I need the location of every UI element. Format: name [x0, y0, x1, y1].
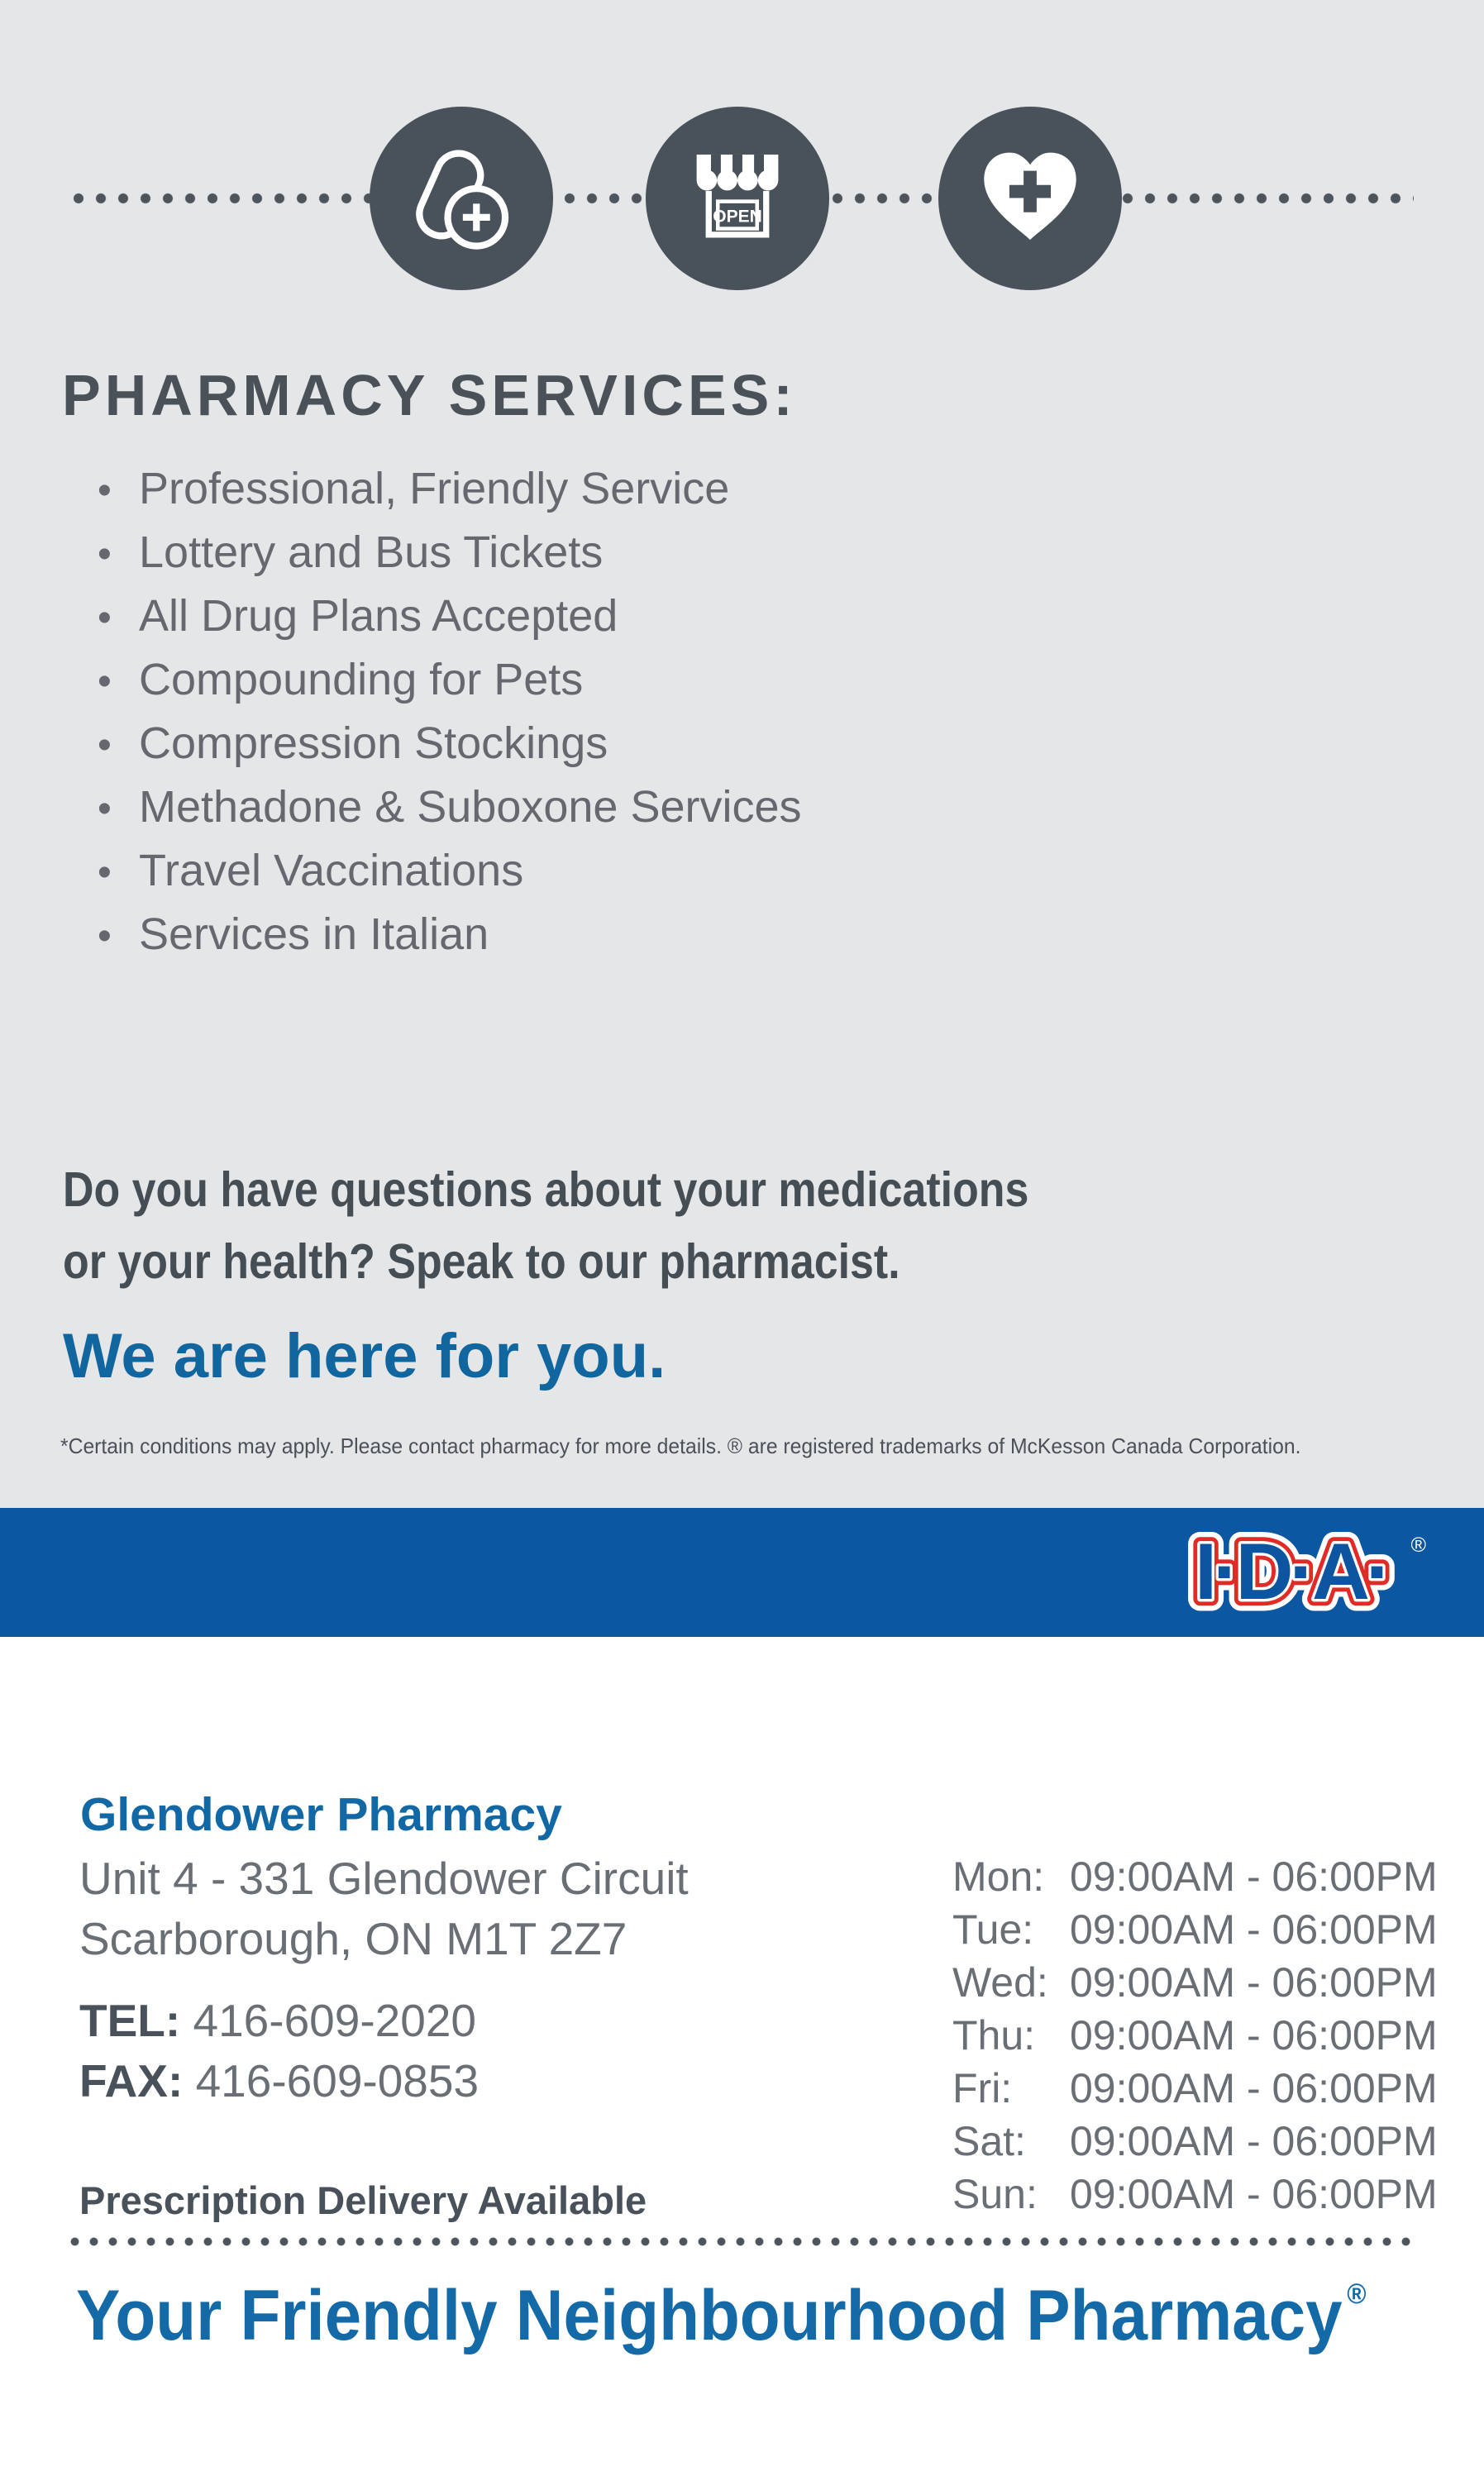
- service-item: Methadone & Suboxone Services: [98, 781, 802, 845]
- pills-icon-glyph: [416, 150, 509, 250]
- ida-logo-text: I·D·A·: [1195, 1526, 1388, 1616]
- legal-disclaimer: *Certain conditions may apply. Please co…: [60, 1434, 1301, 1458]
- dotted-divider-bottom: [70, 2237, 1414, 2246]
- tel-value: 416-609-2020: [193, 1995, 476, 2046]
- here-for-you-tagline: We are here for you.: [63, 1321, 666, 1391]
- ida-logo-text-outline-red: I·D·A·: [1195, 1526, 1388, 1616]
- question-line-1: Do you have questions about your medicat…: [63, 1162, 1029, 1217]
- fax-row: FAX: 416-609-0853: [79, 2051, 479, 2111]
- service-item: Compression Stockings: [98, 718, 802, 781]
- hours-row: Sat: 09:00AM - 06:00PM: [952, 2118, 1438, 2164]
- service-item: All Drug Plans Accepted: [98, 590, 802, 654]
- footer-tagline: Your Friendly Neighbourhood Pharmacy ®: [76, 2275, 1367, 2357]
- delivery-note: Prescription Delivery Available: [79, 2178, 647, 2222]
- hours-row: Mon: 09:00AM - 06:00PM: [952, 1853, 1438, 1900]
- service-item: Professional, Friendly Service: [98, 463, 802, 527]
- storefront-open-icon: OPEN: [646, 107, 829, 290]
- hours-row: Tue: 09:00AM - 06:00PM: [952, 1906, 1438, 1953]
- ida-logo-text-outline-inner: I·D·A·: [1195, 1526, 1388, 1616]
- ida-logo-text-outline-outer: I·D·A·: [1195, 1526, 1388, 1616]
- question-line-2: or your health? Speak to our pharmacist.: [63, 1234, 900, 1289]
- fax-label: FAX:: [79, 2055, 184, 2106]
- ida-registered-mark: ®: [1411, 1534, 1427, 1557]
- address-line-2: Scarborough, ON M1T 2Z7: [79, 1913, 627, 1964]
- tel-row: TEL: 416-609-2020: [79, 1991, 479, 2051]
- footer-tagline-text: Your Friendly Neighbourhood Pharmacy: [76, 2276, 1343, 2355]
- heart-icon-glyph: [984, 152, 1076, 241]
- top-section: OPEN PHARMACY SERVICES: Professional, Fr…: [0, 0, 1484, 1508]
- service-item: Lottery and Bus Tickets: [98, 527, 802, 590]
- storefront-icon-glyph: OPEN: [696, 154, 779, 238]
- phone-numbers: TEL: 416-609-2020 FAX: 416-609-0853: [79, 1991, 479, 2111]
- address-line-1: Unit 4 - 331 Glendower Circuit: [79, 1853, 689, 1904]
- hours-row: Thu: 09:00AM - 06:00PM: [952, 2012, 1438, 2059]
- service-item: Compounding for Pets: [98, 654, 802, 718]
- pills-icon: [370, 107, 553, 290]
- service-item: Services in Italian: [98, 909, 802, 972]
- hours-row: Sun: 09:00AM - 06:00PM: [952, 2171, 1438, 2217]
- service-item: Travel Vaccinations: [98, 845, 802, 909]
- hours-row: Wed: 09:00AM - 06:00PM: [952, 1959, 1438, 2006]
- tel-label: TEL:: [79, 1995, 181, 2046]
- footer-registered-mark: ®: [1347, 2278, 1367, 2310]
- store-hours: Mon: 09:00AM - 06:00PM Tue: 09:00AM - 06:0…: [952, 1850, 1438, 2221]
- hours-row: Fri: 09:00AM - 06:00PM: [952, 2065, 1438, 2111]
- pharmacy-name: Glendower Pharmacy: [80, 1788, 562, 1841]
- heart-cross-icon: [938, 107, 1122, 290]
- fax-value: 416-609-0853: [195, 2055, 480, 2106]
- pharmacy-address: Unit 4 - 331 Glendower Circuit Scarborou…: [79, 1849, 689, 1969]
- ida-logo: I·D·A· I·D·A· I·D·A· I·D·A· ®: [1183, 1523, 1427, 1622]
- open-sign-label: OPEN: [713, 207, 762, 226]
- services-title: PHARMACY SERVICES:: [62, 363, 797, 427]
- services-list: Professional, Friendly Service Lottery a…: [98, 463, 802, 972]
- pharmacist-question: Do you have questions about your medicat…: [63, 1154, 1028, 1298]
- brand-band: I·D·A· I·D·A· I·D·A· I·D·A· ®: [0, 1508, 1484, 1637]
